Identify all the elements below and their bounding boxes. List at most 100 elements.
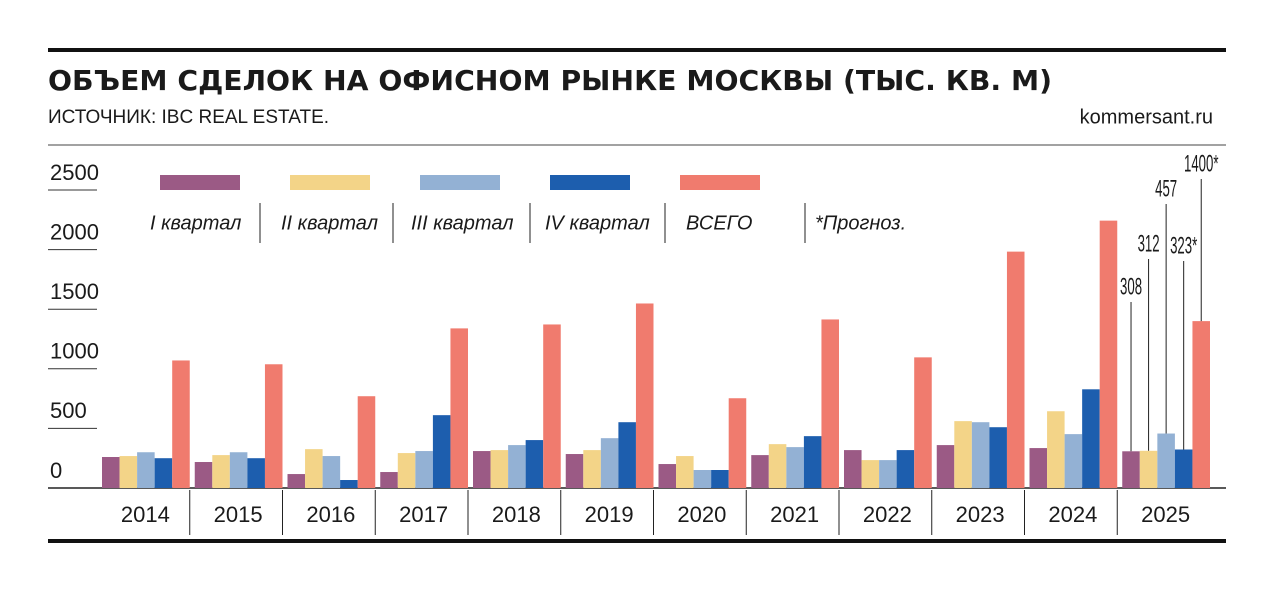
bar [914, 357, 932, 488]
x-tick-label: 2016 [306, 502, 355, 527]
bar [287, 474, 306, 488]
bar [119, 456, 138, 488]
bar [508, 445, 526, 488]
legend-label: IV квартал [545, 212, 650, 234]
bar [1064, 434, 1083, 488]
bar [565, 454, 584, 488]
x-tick-label: 2018 [492, 502, 541, 527]
bar [229, 452, 248, 488]
bar [600, 438, 619, 488]
bar [397, 453, 416, 488]
x-tick-label: 2017 [399, 502, 448, 527]
bar [1047, 411, 1065, 488]
bar [1157, 433, 1175, 488]
bar [357, 396, 376, 488]
bar [1192, 321, 1210, 488]
bar [194, 462, 213, 488]
bar [1099, 220, 1118, 488]
bar [583, 450, 601, 488]
value-label: 312 [1138, 230, 1160, 257]
source-site: kommersant.ru [1080, 106, 1213, 128]
value-label: 457 [1155, 175, 1177, 202]
bar [322, 456, 341, 488]
bar [693, 470, 712, 488]
x-tick-label: 2019 [585, 502, 634, 527]
bar [490, 450, 509, 488]
y-tick-label: 1000 [50, 339, 99, 364]
bar [543, 324, 561, 488]
bar [305, 449, 323, 488]
legend-label: ВСЕГО [686, 212, 752, 234]
bar [247, 458, 265, 488]
x-tick-label: 2015 [214, 502, 263, 527]
bar [821, 319, 839, 488]
bar [212, 455, 230, 488]
bar [618, 422, 636, 488]
bar [728, 398, 747, 488]
bar [635, 303, 654, 488]
bottom-rule [48, 539, 1226, 543]
value-label: 308 [1120, 273, 1142, 300]
bar [954, 421, 972, 488]
legend-swatch [420, 175, 500, 190]
value-label: 323* [1170, 232, 1197, 259]
x-tick-label: 2025 [1141, 502, 1190, 527]
bar [415, 451, 433, 488]
bar [1174, 449, 1193, 488]
bar [1122, 451, 1140, 488]
legend-label: I квартал [150, 212, 241, 234]
bar [1006, 251, 1025, 488]
bar [896, 450, 915, 488]
bar [1082, 389, 1100, 488]
y-tick-label: 500 [50, 398, 87, 423]
bar [879, 460, 897, 488]
bar [844, 450, 862, 488]
x-tick-label: 2023 [956, 502, 1005, 527]
legend-swatch [290, 175, 370, 190]
bar [102, 457, 120, 488]
x-tick-label: 2014 [121, 502, 170, 527]
bar [1139, 450, 1158, 488]
y-tick-label: 2000 [50, 219, 99, 244]
bar [154, 458, 173, 488]
legend-label: II квартал [281, 212, 378, 234]
bar [676, 456, 694, 488]
y-tick-label: 2500 [50, 160, 99, 185]
legend-swatch [550, 175, 630, 190]
bar [971, 422, 990, 488]
top-rule [48, 48, 1226, 52]
bar [525, 440, 544, 488]
bar [768, 444, 787, 488]
bar [450, 328, 468, 488]
bar [432, 415, 451, 488]
bar [340, 480, 358, 488]
forecast-note: *Прогноз. [815, 212, 906, 234]
bar [989, 427, 1007, 488]
chart-title: ОБЪЕМ СДЕЛОК НА ОФИСНОМ РЫНКЕ МОСКВЫ (ТЫ… [48, 64, 1052, 97]
bar [1029, 448, 1048, 488]
y-tick-label: 1500 [50, 279, 99, 304]
legend-swatch [160, 175, 240, 190]
bar [473, 451, 491, 488]
bar [264, 364, 283, 488]
bar [380, 472, 398, 488]
x-tick-label: 2024 [1048, 502, 1097, 527]
y-tick-label: 0 [50, 458, 62, 483]
bar [786, 447, 804, 488]
x-tick-label: 2021 [770, 502, 819, 527]
bar [137, 452, 155, 488]
value-label: 1400* [1184, 150, 1219, 177]
bar [803, 436, 822, 488]
bar [658, 464, 677, 488]
legend-swatch [680, 175, 760, 190]
legend-label: III квартал [411, 212, 514, 234]
bar [751, 455, 769, 488]
chart-subtitle: ИСТОЧНИК: IBC REAL ESTATE. [48, 107, 329, 128]
x-tick-label: 2020 [677, 502, 726, 527]
bar [172, 360, 190, 488]
bar [861, 460, 880, 488]
bar [936, 445, 955, 488]
x-tick-label: 2022 [863, 502, 912, 527]
